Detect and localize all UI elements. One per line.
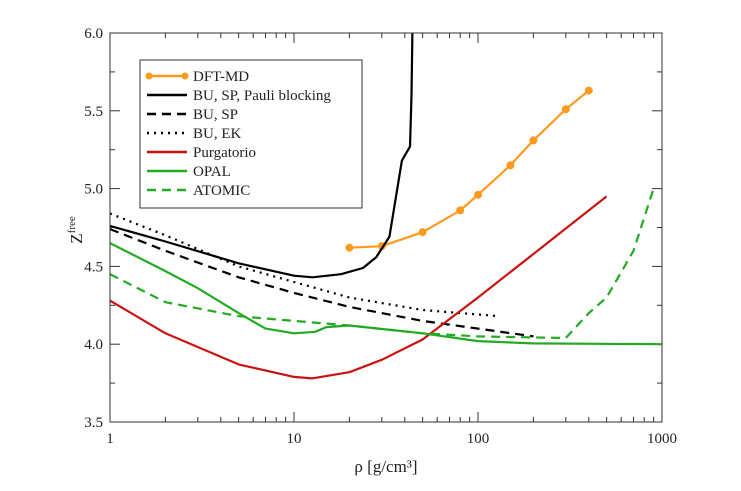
data-point-dft-md <box>529 136 538 145</box>
series-line-purgatorio <box>110 195 608 380</box>
legend-label-bu-ek: BU, EK <box>193 126 242 142</box>
x-tick-label: 10 <box>287 431 302 447</box>
y-tick-label: 3.5 <box>84 415 103 431</box>
data-point-dft-md <box>345 243 354 252</box>
legend-label-dft-md: DFT-MD <box>193 69 249 85</box>
plot-frame <box>109 32 663 423</box>
legend-marker <box>145 72 153 80</box>
y-tick-label: 5.5 <box>84 104 103 120</box>
x-tick-label: 1 <box>106 431 114 447</box>
series-line-dft-md <box>349 89 590 249</box>
x-tick-label: 100 <box>467 431 490 447</box>
y-axis-label: Zfree <box>66 216 86 244</box>
legend-label-bu-sp-pauli-blocking: BU, SP, Pauli blocking <box>193 88 331 104</box>
x-axis-label: ρ [g/cm³] <box>354 457 417 476</box>
data-point-dft-md <box>456 206 465 215</box>
y-axis-label-sup: free <box>66 216 78 233</box>
data-point-dft-md <box>418 228 427 237</box>
series-line-bu-sp <box>110 228 534 338</box>
series-line-bu-sp-pauli-blocking <box>110 33 414 279</box>
data-point-dft-md <box>474 190 482 199</box>
series-line-atomic <box>110 188 655 340</box>
legend-label-atomic: ATOMIC <box>193 183 250 199</box>
series-line-bu-ek <box>110 212 500 318</box>
legend: DFT-MD BU, SP, Pauli blocking BU, SP BU, EK… <box>139 59 363 209</box>
legend-box <box>139 59 363 209</box>
y-tick-label: 4.5 <box>84 259 103 275</box>
y-tick-label: 5.0 <box>84 182 103 198</box>
legend-label-bu-sp: BU, SP <box>193 107 238 123</box>
legend-marker <box>181 72 189 80</box>
legend-label-opal: OPAL <box>193 164 231 180</box>
legend-label-purgatorio: Purgatorio <box>193 145 256 161</box>
y-tick-label: 6.0 <box>84 26 103 42</box>
x-tick-label: 1000 <box>647 431 677 447</box>
y-axis-label-main: Z <box>67 233 86 243</box>
data-point-dft-md <box>506 161 515 170</box>
series-line-opal <box>110 242 662 346</box>
data-point-dft-md <box>584 86 593 95</box>
data-point-dft-md <box>561 105 570 114</box>
y-tick-label: 4.0 <box>84 337 103 353</box>
